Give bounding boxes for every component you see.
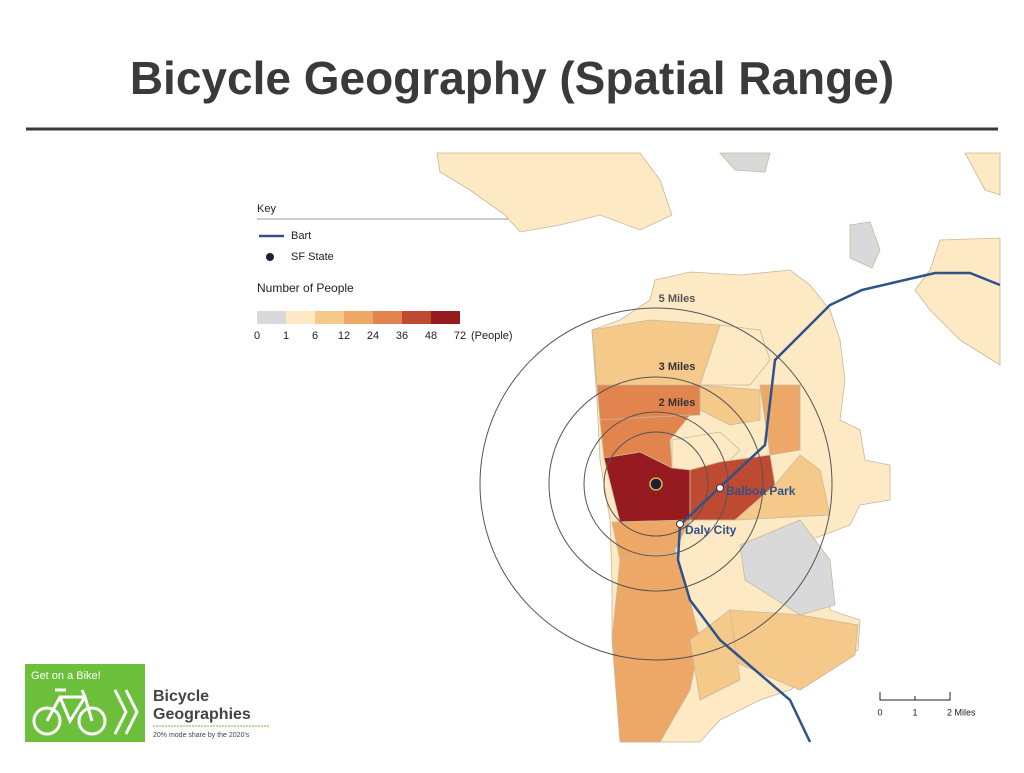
ring-label: 2 Miles	[659, 397, 696, 409]
scale-bar: 0 1 2 Miles	[877, 692, 976, 717]
scale-label: 2 Miles	[947, 707, 976, 717]
bike-icon	[32, 688, 139, 736]
key-title: Key	[257, 203, 276, 215]
scale-label: 1	[912, 707, 917, 717]
ring-label: 3 Miles	[659, 361, 696, 373]
ring	[603, 431, 709, 537]
legend-swatch	[257, 311, 286, 324]
legend-bin-label: 0	[254, 330, 260, 342]
legend-title: Number of People	[257, 281, 354, 295]
legend-bin-label: 24	[367, 330, 379, 342]
key-item: Bart	[291, 230, 311, 242]
logo-badge	[25, 664, 145, 742]
sf-state-marker	[649, 477, 663, 491]
slide-title: Bicycle Geography (Spatial Range)	[130, 52, 894, 104]
legend-swatch	[286, 311, 315, 324]
logo: Get on a Bike! Bicycle Geographies 20% m…	[25, 664, 270, 742]
key: Key Bart SF State Number of People 0 1 6 12…	[254, 203, 513, 342]
ring	[548, 376, 764, 592]
bart-line	[676, 271, 1001, 743]
legend-unit: (People)	[471, 330, 513, 342]
logo-line2: Geographies	[153, 706, 251, 723]
ring	[583, 411, 729, 557]
legend-bins: 0 1 6 12 24 36 48 72	[254, 311, 466, 342]
station	[676, 520, 684, 528]
legend-bin-label: 1	[283, 330, 289, 342]
legend-bin-label: 48	[425, 330, 437, 342]
scale-line	[879, 692, 951, 701]
station	[716, 484, 724, 492]
station-label: Daly City	[685, 523, 737, 537]
logo-badge-text: Get on a Bike!	[31, 670, 101, 682]
legend-swatch	[402, 311, 431, 324]
legend-bin-label: 72	[454, 330, 466, 342]
legend-swatch	[344, 311, 373, 324]
station-label: Balboa Park	[726, 484, 796, 498]
key-sf-swatch	[266, 253, 274, 261]
legend-swatch	[315, 311, 344, 324]
legend-swatch	[431, 311, 460, 324]
key-item: SF State	[291, 251, 334, 263]
ring-label: 5 Miles	[659, 293, 696, 305]
ring	[479, 307, 833, 661]
map	[436, 152, 1001, 743]
range-rings	[479, 307, 833, 661]
legend-bin-label: 12	[338, 330, 350, 342]
legend-bin-label: 36	[396, 330, 408, 342]
legend-bin-label: 6	[312, 330, 318, 342]
logo-tagline: 20% mode share by the 2020's	[153, 732, 250, 739]
legend-swatch	[373, 311, 402, 324]
logo-line1: Bicycle	[153, 688, 209, 705]
scale-label: 0	[877, 707, 882, 717]
